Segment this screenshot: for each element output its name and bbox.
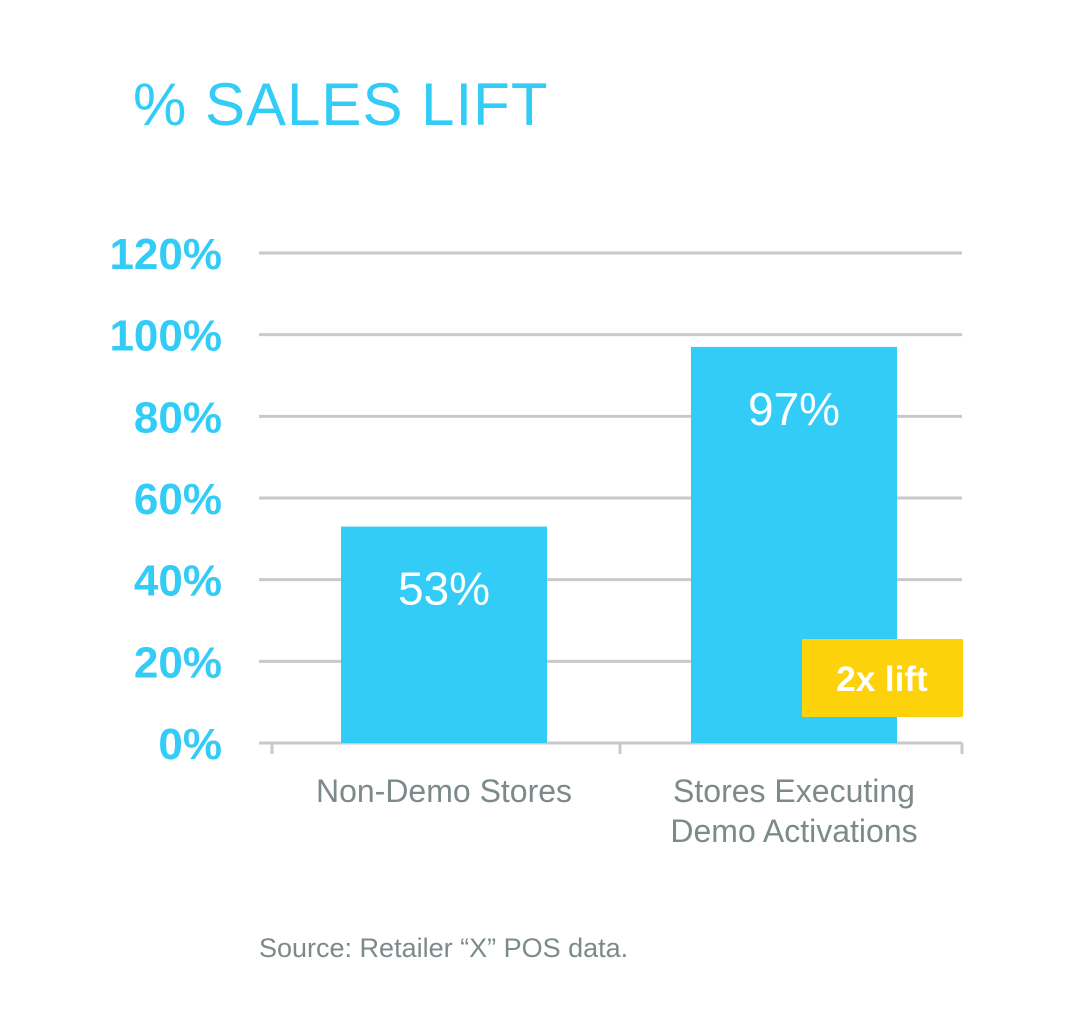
lift-badge-label: 2x lift xyxy=(836,660,928,699)
source-note: Source: Retailer “X” POS data. xyxy=(259,933,629,963)
x-category-label: Stores Executing xyxy=(673,773,915,809)
y-tick-label: 40% xyxy=(134,557,222,606)
chart-title: % SALES LIFT xyxy=(133,71,549,138)
y-tick-label: 120% xyxy=(109,230,222,279)
bar-value-label: 53% xyxy=(398,563,490,615)
y-tick-label: 80% xyxy=(134,393,222,442)
x-category-label: Demo Activations xyxy=(670,813,917,849)
x-category-label: Non-Demo Stores xyxy=(316,773,572,809)
y-tick-label: 60% xyxy=(134,475,222,524)
bar-value-label: 97% xyxy=(748,383,840,435)
bar xyxy=(341,526,547,743)
y-tick-label: 20% xyxy=(134,638,222,687)
lift-badge xyxy=(802,639,963,717)
y-tick-label: 100% xyxy=(109,312,222,361)
y-tick-label: 0% xyxy=(158,720,222,769)
